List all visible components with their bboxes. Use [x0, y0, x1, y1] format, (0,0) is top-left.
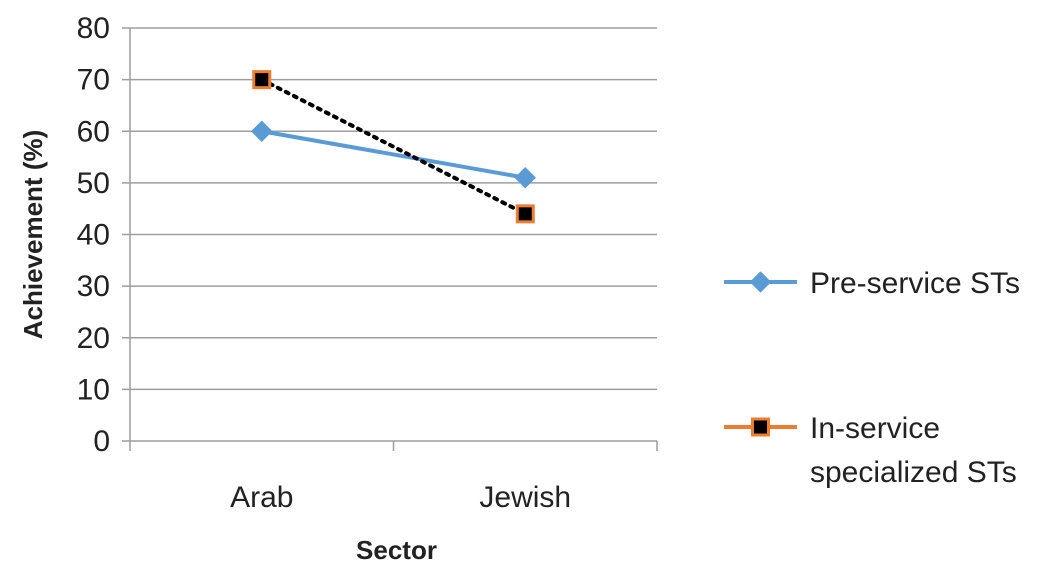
y-tick-label: 10: [77, 373, 110, 406]
data-point-series-2: [252, 70, 272, 90]
y-tick-label: 80: [77, 12, 110, 45]
series-line-2: [259, 77, 528, 216]
y-tick-label: 70: [77, 64, 110, 97]
y-tick-label: 30: [77, 270, 110, 303]
y-axis-title: Achievement (%): [18, 130, 48, 340]
y-tick-label: 40: [77, 219, 110, 252]
series-line-1: [261, 129, 526, 180]
legend-marker-1: [749, 271, 772, 293]
data-point-series-2: [515, 204, 535, 224]
x-axis-title: Sector: [356, 535, 437, 562]
y-tick-label: 60: [77, 115, 110, 148]
legend-label: In-service: [810, 412, 940, 445]
legend-label: Pre-service STs: [810, 267, 1020, 300]
y-tick-label: 50: [77, 167, 110, 200]
data-point-series-1: [251, 120, 273, 142]
y-tick-label: 0: [93, 425, 110, 458]
x-tick-label: Arab: [230, 481, 293, 514]
y-tick-label: 20: [77, 322, 110, 355]
legend-label: specialized STs: [810, 456, 1017, 489]
x-tick-label: Jewish: [479, 481, 571, 514]
legend-marker-2: [751, 417, 770, 437]
data-point-series-1: [514, 167, 536, 189]
